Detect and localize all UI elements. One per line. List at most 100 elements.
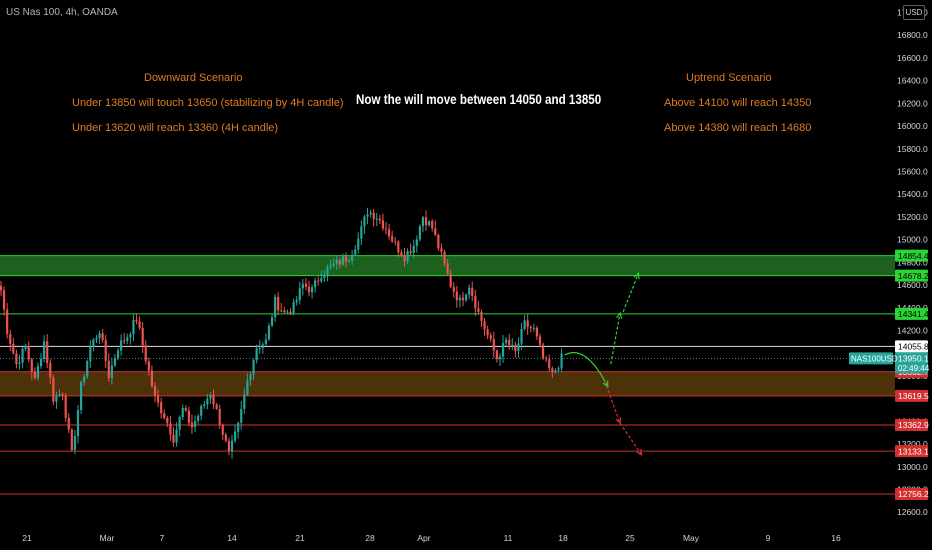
candle-body (452, 286, 455, 292)
price-levels (0, 255, 895, 495)
candle-body (209, 394, 212, 399)
candle-body (27, 346, 30, 360)
candle-body (363, 216, 366, 227)
candle-body (43, 341, 46, 359)
candle-body (280, 310, 283, 312)
projection-green-2 (622, 272, 640, 313)
candle-body (471, 287, 474, 297)
candle-body (384, 228, 388, 230)
candle-body (141, 327, 144, 346)
price-tick-label: 15000.0 (897, 235, 928, 245)
candle-body (418, 226, 421, 240)
candle-body (431, 221, 434, 229)
price-tick-label: 14400.0 (897, 303, 928, 313)
uptrend-scenario-title: Uptrend Scenario (686, 72, 772, 84)
candle-body (178, 417, 181, 430)
candle-body (156, 395, 160, 403)
current-price-label-bg (895, 352, 928, 374)
price-tick-label: 16000.0 (897, 121, 928, 131)
level-label-1: 14678.2 (898, 271, 929, 281)
candle-body (58, 394, 61, 396)
time-axis[interactable]: 21 Mar 7 14 21 28 Apr 11 18 25 May 9 16 (0, 528, 932, 550)
candle-body (212, 394, 215, 405)
candle-body (495, 350, 498, 360)
candle-body (233, 431, 237, 441)
candle-body (289, 311, 292, 314)
time-tick-label: 16 (831, 533, 841, 543)
candle-body (206, 398, 209, 405)
candle-body (15, 353, 18, 364)
candle-body (514, 344, 517, 351)
candle-body (49, 362, 52, 378)
candle-body (197, 415, 200, 421)
bar-countdown-label: 02:49:44 (898, 364, 930, 373)
candle-body (283, 310, 286, 313)
candle-body (277, 296, 280, 311)
downward-scenario-title: Downward Scenario (144, 72, 243, 84)
candle-body (0, 285, 3, 291)
price-tick-label: 16600.0 (897, 53, 928, 63)
candle-body (292, 302, 295, 314)
candle-body (95, 337, 98, 340)
level-label-6: 13362.9 (898, 420, 929, 430)
candle-body (83, 376, 86, 383)
candle-body (474, 296, 477, 309)
candle-body (129, 334, 132, 338)
time-tick-label: 7 (160, 533, 165, 543)
candle-body (551, 368, 554, 373)
candle-body (415, 239, 418, 246)
candle-body (455, 291, 458, 301)
candle-body (237, 422, 240, 432)
candle-body (267, 325, 271, 340)
candle-body (89, 346, 92, 362)
candle-body (187, 410, 190, 423)
candle-body (218, 408, 221, 425)
candle-body (138, 321, 141, 328)
candle-body (446, 263, 449, 274)
projection-arrowhead-0 (602, 380, 609, 388)
candle-body (403, 255, 406, 262)
candle-body (360, 226, 363, 239)
candle-body (538, 336, 542, 345)
candle-body (501, 342, 505, 357)
level-label-bg-7 (895, 445, 928, 458)
level-label-bg-5 (895, 389, 928, 402)
candle-body (52, 377, 55, 402)
symbol-price-tag-bg (849, 352, 893, 365)
price-tick-label: 15200.0 (897, 212, 928, 222)
candle-body (249, 374, 252, 381)
symbol-title[interactable]: US Nas 100, 4h, OANDA (6, 7, 118, 18)
candle-body (163, 413, 166, 418)
candle-body (369, 212, 372, 215)
candle-body (548, 359, 551, 369)
candle-body (387, 229, 391, 237)
candle-body (2, 290, 6, 310)
candle-body (338, 259, 341, 265)
candle-body (67, 417, 70, 430)
candle-body (394, 241, 397, 243)
candle-body (526, 320, 529, 328)
projection-arrowhead-4 (636, 448, 643, 457)
currency-button[interactable]: USD (903, 5, 925, 20)
candle-body (21, 348, 24, 363)
candle-body (511, 344, 514, 346)
candle-body (505, 339, 508, 343)
projection-green-1 (610, 312, 621, 365)
candle-body (193, 420, 197, 428)
time-tick-label: 11 (504, 533, 513, 543)
candle-body (215, 404, 218, 409)
candle-body (554, 370, 557, 373)
candle-body (391, 236, 394, 242)
level-label-bg-8 (895, 487, 928, 500)
candle-body (523, 320, 526, 329)
candle-body (184, 407, 187, 411)
candle-body (406, 251, 409, 262)
candle-body (332, 263, 335, 266)
candle-body (304, 283, 308, 287)
time-tick-label: 21 (295, 533, 305, 543)
candle-body (169, 423, 172, 435)
price-tick-label: 13000.0 (897, 462, 928, 472)
candle-body (227, 440, 231, 452)
candle-body (320, 278, 323, 282)
